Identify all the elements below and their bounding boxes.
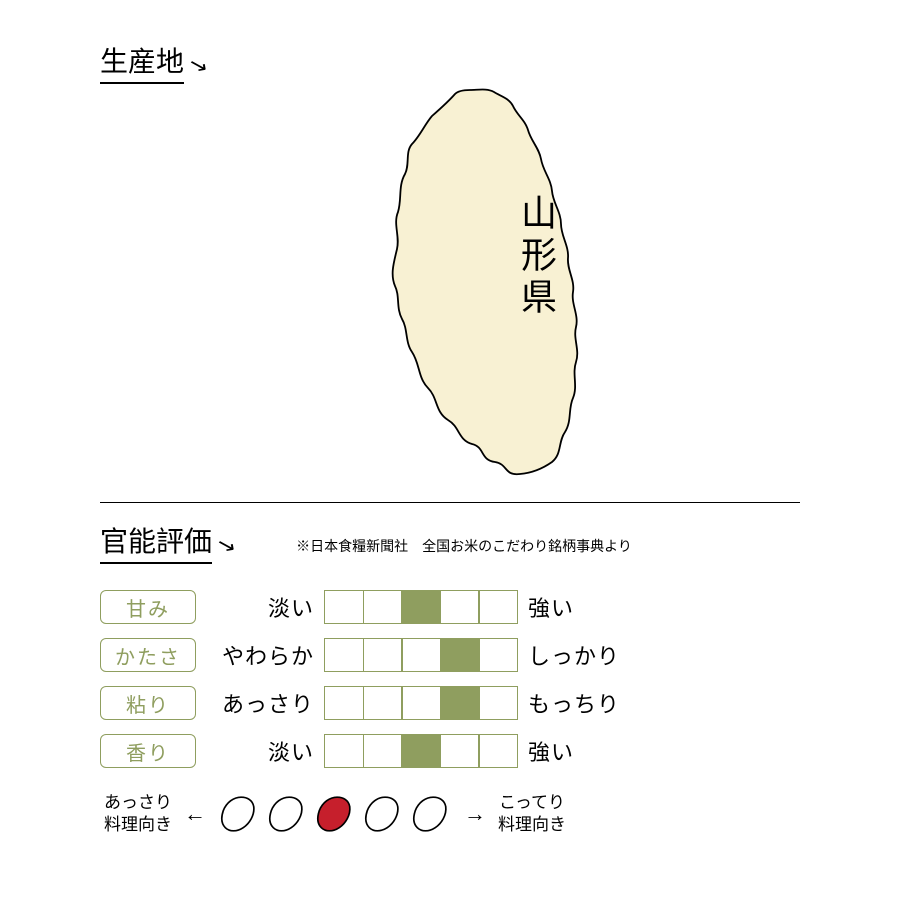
cuisine-scale: あっさり料理向き ← → こってり料理向き: [100, 792, 800, 836]
rating-right-word: もっちり: [528, 687, 620, 719]
grain-icon: [266, 794, 308, 834]
rating-row: かたさやわらか しっかり: [100, 636, 800, 674]
source-note: ※日本食糧新聞社 全国お米のこだわり銘柄事典より: [296, 536, 632, 556]
origin-title: 生産地: [100, 40, 184, 84]
rating-cell: [478, 686, 518, 720]
rating-cell: [324, 590, 364, 624]
rating-cell: [478, 590, 518, 624]
scale-right-label: こってり料理向き: [498, 792, 566, 836]
prefecture-map: [280, 64, 700, 504]
rating-right-word: しっかり: [528, 639, 620, 671]
rating-attribute-label: 粘り: [100, 686, 196, 720]
rating-cells: [324, 734, 518, 768]
rating-cell: [363, 734, 403, 768]
arrow-icon: ↘: [186, 52, 210, 78]
rating-attribute-label: かたさ: [100, 638, 196, 672]
rating-row: 粘りあっさり もっちり: [100, 684, 800, 722]
rating-cell: [440, 686, 480, 720]
map-container: 山形県: [100, 84, 800, 514]
rating-left-word: 淡い: [204, 735, 314, 767]
section-divider: [100, 502, 800, 503]
rating-row: 香り淡い 強い: [100, 732, 800, 770]
rating-cell: [401, 590, 441, 624]
arrow-left-icon: ←: [184, 801, 206, 827]
rating-cell: [401, 734, 441, 768]
rating-left-word: やわらか: [204, 639, 314, 671]
rating-cell: [324, 686, 364, 720]
arrow-right-icon: →: [464, 801, 486, 827]
scale-left-label: あっさり料理向き: [104, 792, 172, 836]
rating-right-word: 強い: [528, 735, 574, 767]
grain-icon: [314, 794, 356, 834]
evaluation-section: 官能評価 ↘ ※日本食糧新聞社 全国お米のこだわり銘柄事典より 甘み淡い強いかた…: [100, 520, 800, 836]
rating-cell: [478, 734, 518, 768]
rating-cell: [440, 590, 480, 624]
rating-cells: [324, 638, 518, 672]
rating-cell: [363, 590, 403, 624]
grain-icon: [362, 794, 404, 834]
arrow-icon: ↘: [214, 532, 238, 558]
origin-section: 生産地 ↘ 山形県: [100, 40, 800, 514]
rating-left-word: あっさり: [204, 687, 314, 719]
rating-right-word: 強い: [528, 591, 574, 623]
rating-cells: [324, 686, 518, 720]
rating-cell: [324, 638, 364, 672]
rating-cell: [324, 734, 364, 768]
prefecture-name: 山形県: [510, 194, 562, 320]
rating-table: 甘み淡い強いかたさやわらかしっかり粘りあっさりもっちり香り淡い強い: [100, 588, 800, 770]
rating-cell: [440, 734, 480, 768]
rating-cell: [363, 638, 403, 672]
rating-cell: [401, 638, 441, 672]
evaluation-header: 官能評価 ↘ ※日本食糧新聞社 全国お米のこだわり銘柄事典より: [100, 520, 800, 564]
rating-attribute-label: 甘み: [100, 590, 196, 624]
rating-cell: [478, 638, 518, 672]
grain-icon: [410, 794, 452, 834]
rating-row: 甘み淡い 強い: [100, 588, 800, 626]
rating-cell: [401, 686, 441, 720]
grain-scale: [218, 794, 452, 834]
rating-attribute-label: 香り: [100, 734, 196, 768]
rating-left-word: 淡い: [204, 591, 314, 623]
rating-cells: [324, 590, 518, 624]
rating-cell: [440, 638, 480, 672]
evaluation-title: 官能評価: [100, 520, 212, 564]
grain-icon: [218, 794, 260, 834]
rating-cell: [363, 686, 403, 720]
